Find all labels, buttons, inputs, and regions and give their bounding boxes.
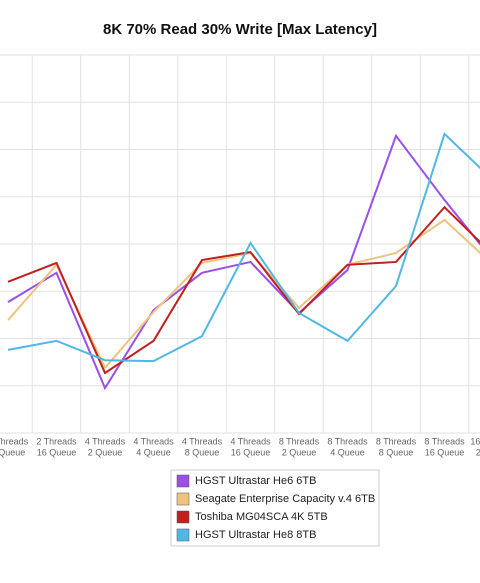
legend-label: Toshiba MG04SCA 4K 5TB xyxy=(195,511,328,523)
series-line xyxy=(7,133,480,391)
x-tick-label: 4 Queue xyxy=(136,447,171,457)
x-tick-label: 2 Queue xyxy=(282,447,317,457)
x-tick-label: 8 Threads xyxy=(279,436,320,446)
x-tick-label: 8 Queue xyxy=(379,447,414,457)
x-tick-label: 16 Queue xyxy=(37,447,77,457)
legend-swatch xyxy=(176,474,190,488)
x-tick-label: 2 Queue xyxy=(88,447,123,457)
x-tick-label: 4 Threads xyxy=(230,436,271,446)
legend-box xyxy=(170,469,380,547)
legend-label: HGST Ultrastar He6 6TB xyxy=(195,475,316,487)
legend-label: Seagate Enterprise Capacity v.4 6TB xyxy=(195,493,375,505)
x-tick-label: 16 Queue xyxy=(425,447,465,457)
legend-swatch xyxy=(176,492,190,506)
x-tick-label: 4 Threads xyxy=(133,436,174,446)
legend-swatch xyxy=(176,528,190,542)
x-tick-label: 16 Queue xyxy=(231,447,271,457)
x-tick-label: 8 Threads xyxy=(327,436,368,446)
x-tick-label: 4 Queue xyxy=(330,447,365,457)
x-tick-label: 2 Threads xyxy=(36,436,77,446)
x-tick-label: 8 Queue xyxy=(0,447,25,457)
x-tick-label: 2 Threads xyxy=(0,436,29,446)
series-line xyxy=(7,205,480,375)
x-tick-label: 8 Threads xyxy=(424,436,465,446)
chart-title: 8K 70% Read 30% Write [Max Latency] xyxy=(103,21,377,38)
x-tick-label: 4 Threads xyxy=(182,436,223,446)
legend-swatch xyxy=(176,510,190,524)
x-tick-label: 2 Queue xyxy=(476,447,480,457)
series-line xyxy=(7,132,480,363)
x-tick-label: 16 Threads xyxy=(470,436,480,446)
x-tick-label: 8 Threads xyxy=(376,436,417,446)
x-tick-label: 8 Queue xyxy=(185,447,220,457)
legend-label: HGST Ultrastar He8 8TB xyxy=(195,529,316,541)
x-tick-label: 4 Threads xyxy=(85,436,126,446)
